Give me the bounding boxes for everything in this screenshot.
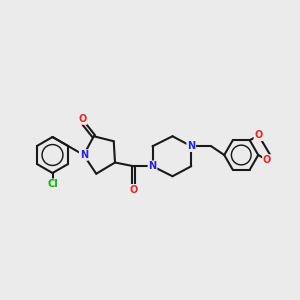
Text: N: N bbox=[187, 141, 195, 151]
Text: O: O bbox=[263, 155, 271, 165]
Text: N: N bbox=[148, 161, 157, 171]
Text: Cl: Cl bbox=[47, 179, 58, 189]
Text: O: O bbox=[78, 114, 87, 124]
Text: O: O bbox=[254, 130, 262, 140]
Text: N: N bbox=[80, 150, 88, 160]
Text: O: O bbox=[130, 185, 138, 195]
